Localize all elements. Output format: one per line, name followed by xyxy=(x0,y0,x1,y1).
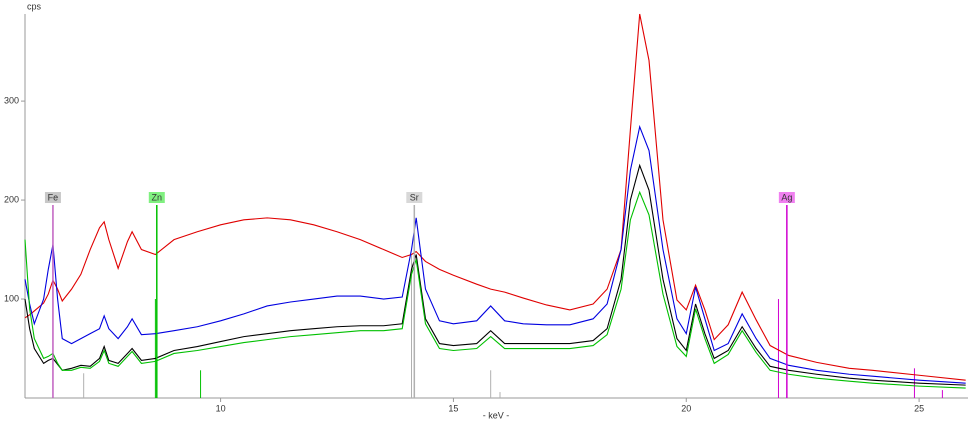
spectrum-line xyxy=(24,13,966,381)
element-label-bg xyxy=(406,192,423,204)
x-tick-label: 25 xyxy=(914,403,924,413)
element-label-bg xyxy=(44,192,61,204)
x-tick-label: 10 xyxy=(216,403,226,413)
element-label: Zn xyxy=(152,192,163,202)
element-label: Ag xyxy=(781,192,792,202)
element-label-bg xyxy=(778,192,795,204)
spectrum-line xyxy=(24,190,966,389)
element-label: Sr xyxy=(410,192,419,202)
y-tick-label: 200 xyxy=(4,194,19,204)
x-tick-label: 20 xyxy=(681,403,691,413)
y-tick-label: 100 xyxy=(4,293,19,303)
x-axis-label: - keV - xyxy=(483,410,510,420)
spectrum-line xyxy=(24,124,966,384)
y-tick-label: 300 xyxy=(4,95,19,105)
x-tick-label: 15 xyxy=(448,403,458,413)
spectrum-line xyxy=(24,163,966,386)
y-axis-label: cps xyxy=(27,1,42,11)
element-label: Fe xyxy=(48,192,59,202)
element-label-bg xyxy=(148,192,165,204)
